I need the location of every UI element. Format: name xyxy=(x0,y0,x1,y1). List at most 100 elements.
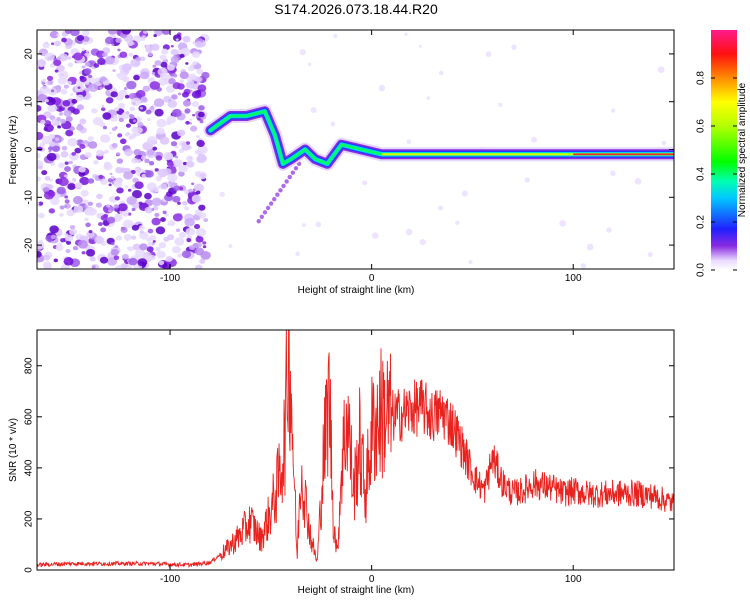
noise-blob xyxy=(76,35,85,42)
noise-blob xyxy=(167,99,178,108)
colorbar-tick-label: 0.2 xyxy=(696,215,707,229)
noise-blob xyxy=(498,102,503,107)
noise-blob xyxy=(48,150,52,153)
noise-blob xyxy=(43,127,49,132)
noise-blob xyxy=(78,166,86,173)
colorbar-tick-label: 0.4 xyxy=(696,167,707,181)
noise-blob xyxy=(67,183,76,190)
noise-blob xyxy=(195,209,203,216)
noise-blob xyxy=(179,53,185,58)
noise-blob xyxy=(159,136,170,145)
noise-blob xyxy=(73,52,83,61)
noise-blob xyxy=(71,151,77,156)
noise-blob xyxy=(438,205,444,211)
colorbar-label: Normalized spectral amplitude xyxy=(737,82,748,217)
noise-blob xyxy=(149,254,156,261)
spectrogram-x-axis-label: Height of straight line (km) xyxy=(298,285,415,296)
noise-blob xyxy=(95,202,103,208)
noise-blob xyxy=(200,251,211,260)
noise-blob xyxy=(131,126,139,133)
noise-blob xyxy=(98,222,103,227)
spectrogram-x-tick-label: 0 xyxy=(369,273,375,284)
noise-blob xyxy=(65,248,71,254)
noise-blob xyxy=(53,258,59,263)
noise-blob xyxy=(99,86,103,90)
snr-x-tick-label: 100 xyxy=(565,574,582,585)
noise-blob xyxy=(58,107,63,111)
noise-blob xyxy=(145,149,157,159)
noise-blob xyxy=(87,178,95,184)
noise-blob xyxy=(606,227,612,233)
noise-blob xyxy=(87,201,93,206)
noise-blob xyxy=(46,75,54,81)
noise-blob xyxy=(51,119,58,124)
noise-blob xyxy=(45,99,49,103)
noise-blob xyxy=(132,119,137,123)
noise-blob xyxy=(192,113,196,117)
noise-blob xyxy=(103,149,109,154)
noise-blob xyxy=(111,43,115,46)
noise-blob xyxy=(199,258,206,264)
noise-blob xyxy=(128,93,135,99)
noise-blob xyxy=(189,118,193,121)
noise-blob xyxy=(186,238,192,243)
noise-blob xyxy=(140,96,147,102)
noise-blob xyxy=(140,155,147,160)
noise-blob xyxy=(67,62,74,68)
noise-blob xyxy=(371,232,379,240)
noise-blob xyxy=(102,125,108,130)
noise-blob xyxy=(49,30,59,39)
noise-blob xyxy=(145,170,154,178)
noise-blob xyxy=(198,105,205,111)
noise-blob xyxy=(113,255,120,261)
noise-blob xyxy=(196,228,207,237)
noise-blob xyxy=(124,148,134,157)
noise-blob xyxy=(191,90,202,99)
noise-blob xyxy=(42,261,52,269)
noise-blob xyxy=(116,158,124,164)
noise-blob xyxy=(132,243,141,251)
noise-blob xyxy=(178,231,187,239)
noise-blob xyxy=(139,230,144,234)
noise-blob xyxy=(159,54,167,61)
noise-blob xyxy=(105,97,114,104)
noise-blob xyxy=(85,222,91,228)
noise-blob xyxy=(78,171,86,177)
noise-blob xyxy=(64,161,69,165)
noise-blob xyxy=(362,180,368,186)
noise-blob xyxy=(104,56,115,65)
noise-blob xyxy=(50,89,55,93)
noise-blob xyxy=(186,80,196,89)
noise-blob xyxy=(61,37,67,43)
noise-blob xyxy=(58,53,69,62)
noise-blob xyxy=(165,255,173,262)
colorbar-gradient xyxy=(711,30,737,270)
noise-blob xyxy=(259,214,265,219)
noise-blob xyxy=(37,94,48,103)
noise-blob xyxy=(107,30,118,35)
noise-blob xyxy=(104,36,114,45)
noise-blob xyxy=(156,127,165,135)
noise-blob xyxy=(37,105,42,112)
noise-blob xyxy=(177,253,183,258)
noise-blob xyxy=(177,92,182,96)
noise-blob xyxy=(119,51,128,58)
noise-blob xyxy=(154,212,160,218)
noise-blob xyxy=(79,76,87,83)
noise-blob xyxy=(126,80,137,90)
noise-blob xyxy=(48,133,56,140)
noise-blob xyxy=(85,49,89,53)
noise-blob xyxy=(77,239,88,249)
noise-blob xyxy=(55,85,62,90)
noise-blob xyxy=(93,160,99,165)
noise-blob xyxy=(661,140,667,146)
noise-blob xyxy=(81,65,86,69)
noise-blob xyxy=(268,201,274,206)
noise-blob xyxy=(191,182,195,186)
noise-blob xyxy=(82,199,89,205)
noise-blob xyxy=(96,193,103,200)
noise-blob xyxy=(60,118,66,124)
noise-blob xyxy=(145,109,152,115)
noise-blob xyxy=(378,84,386,92)
noise-blob xyxy=(50,42,55,46)
